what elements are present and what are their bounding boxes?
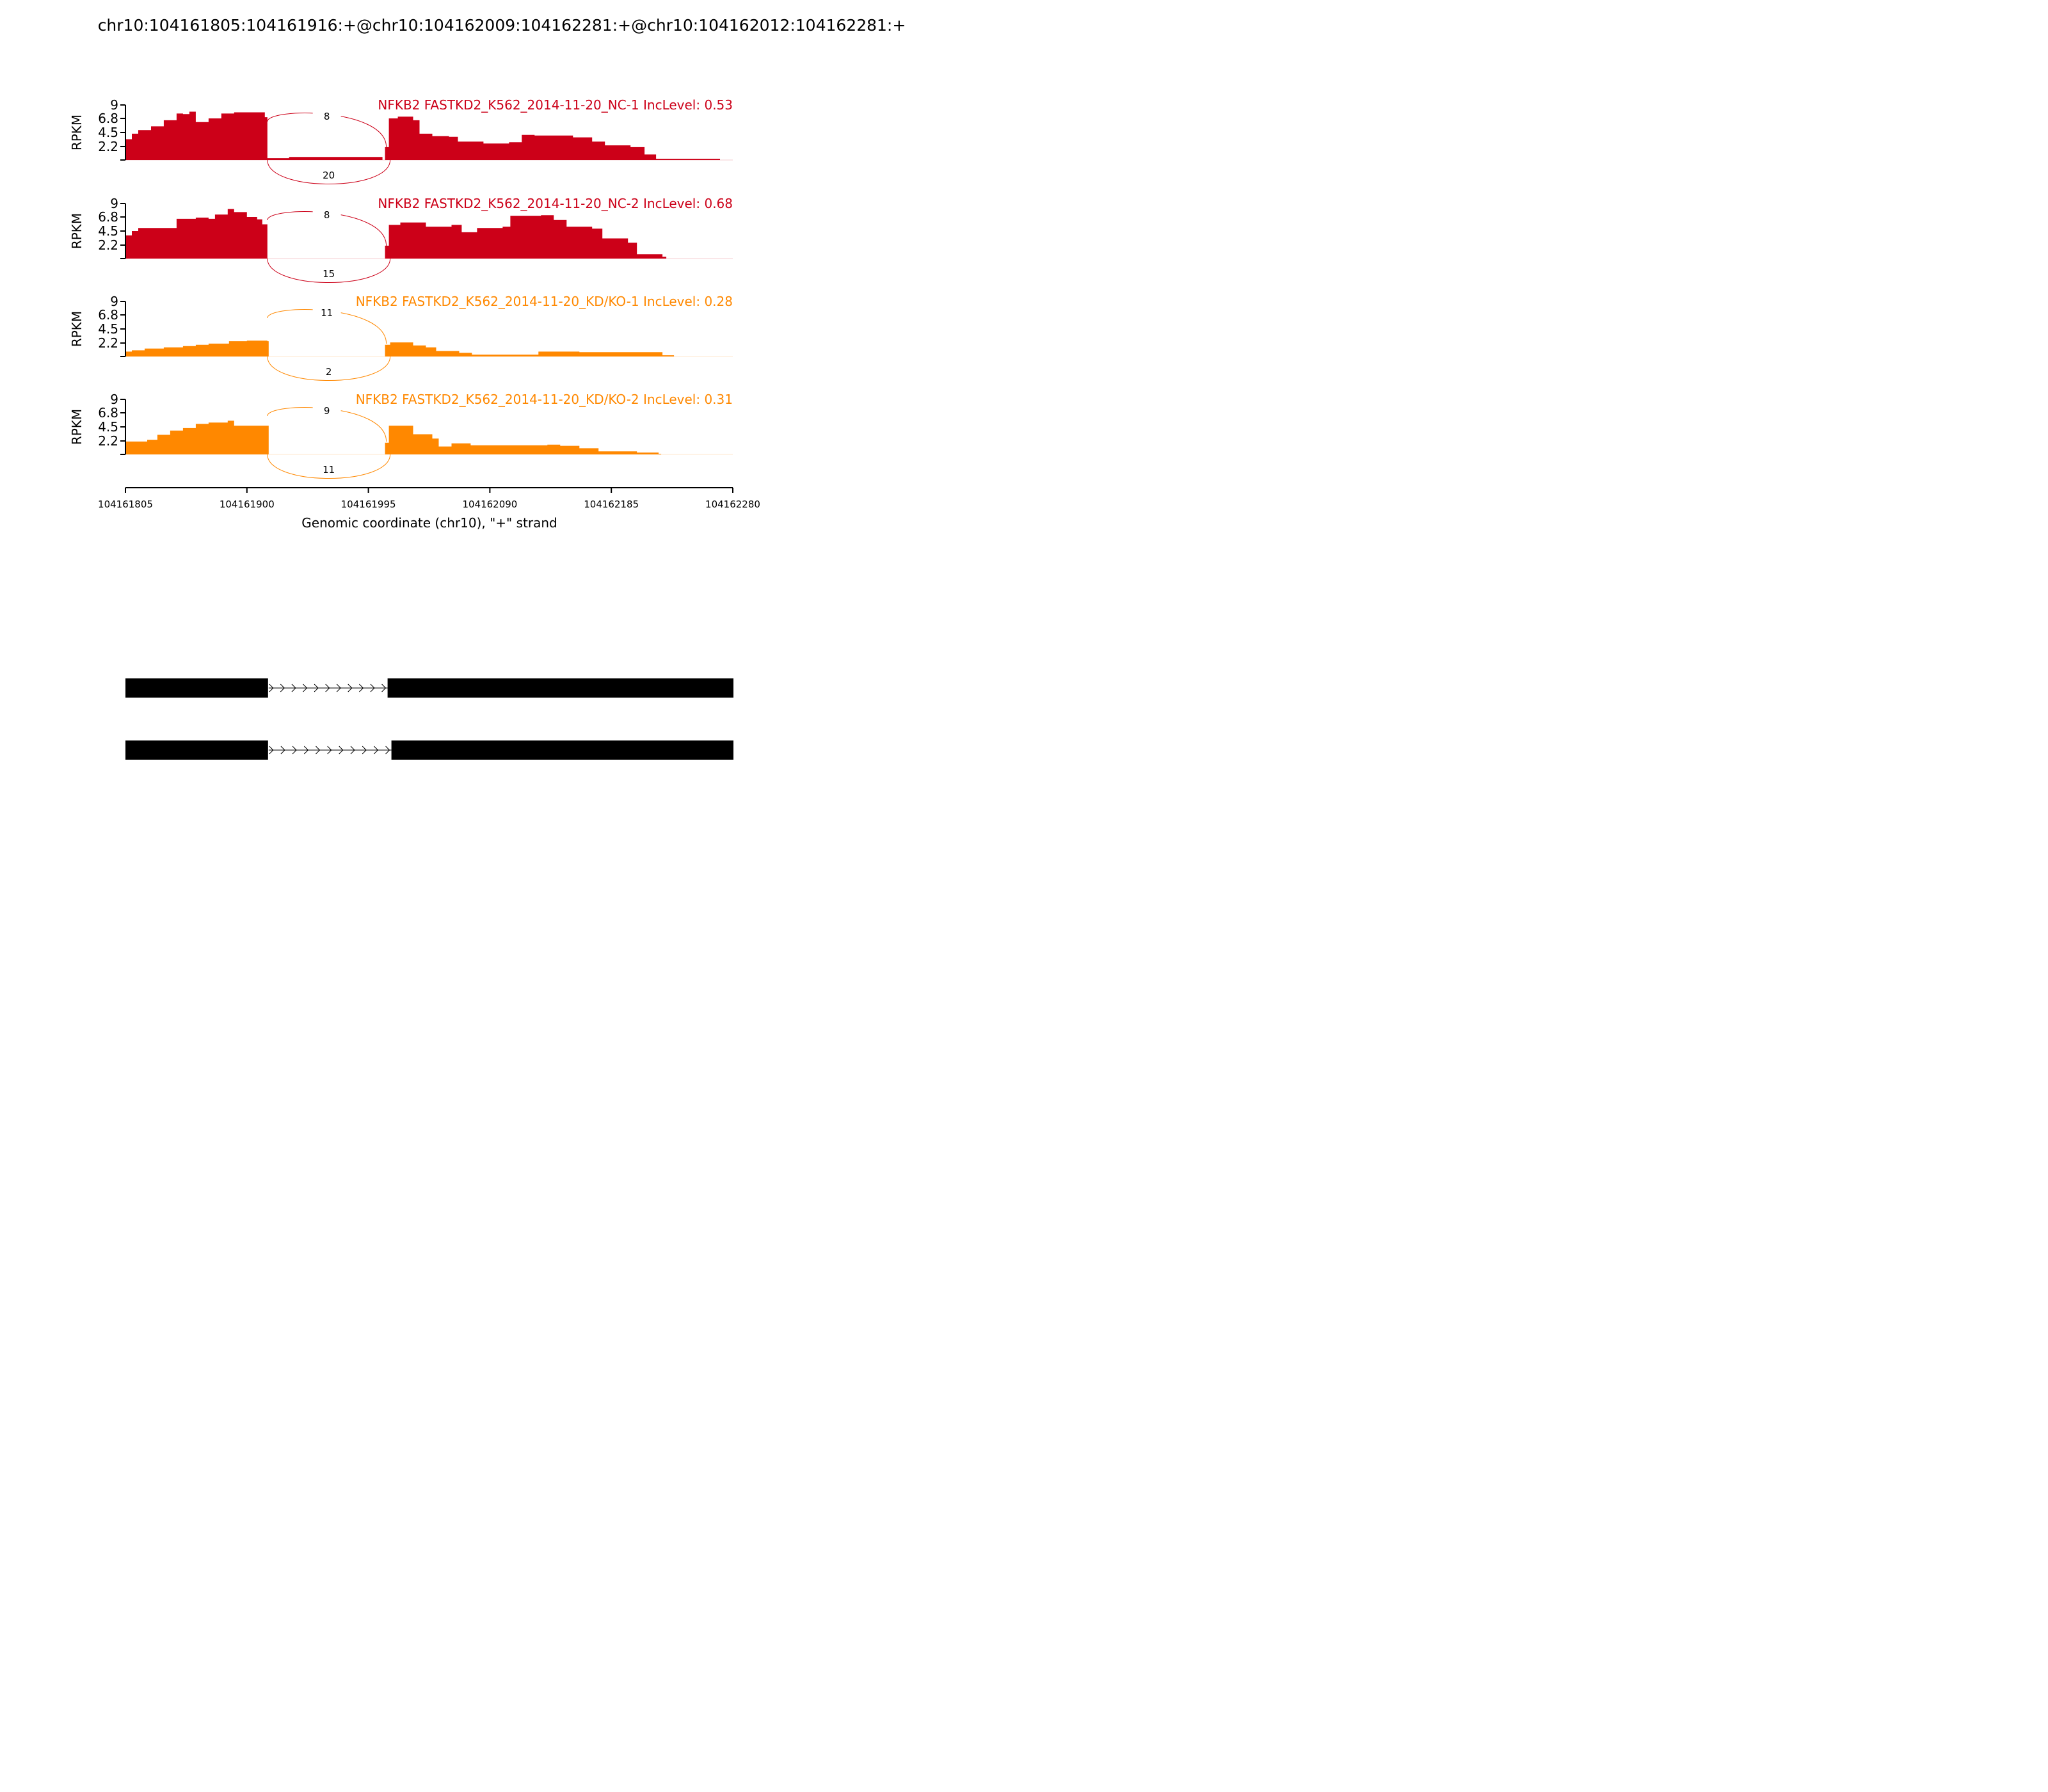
sample-label: NFKB2 FASTKD2_K562_2014-11-20_NC-2 IncLe… [378, 196, 733, 211]
intron-arrow [348, 684, 353, 692]
intron-arrow [327, 746, 332, 755]
junction-read-count: 11 [321, 307, 333, 319]
intron-arrow [303, 684, 308, 692]
intron-arrow [336, 684, 341, 692]
intron-arrow [359, 684, 364, 692]
intron-arrow [350, 746, 355, 755]
sashimi-plot: chr10:104161805:104161916:+@chr10:104162… [69, 16, 906, 760]
junction-label-bg [312, 110, 341, 122]
x-tick-label: 104161805 [98, 499, 153, 510]
exon-block [387, 678, 733, 698]
sample-label: NFKB2 FASTKD2_K562_2014-11-20_NC-1 IncLe… [378, 97, 733, 113]
intron-arrow [374, 746, 379, 755]
junction-label-bg [312, 209, 341, 220]
y-tick-label: 6.8 [98, 307, 118, 323]
coverage-area [125, 209, 667, 259]
intron-arrow [316, 746, 321, 755]
x-axis-label: Genomic coordinate (chr10), "+" strand [301, 515, 557, 531]
junction-label-bg [314, 463, 343, 475]
coverage-area [125, 340, 675, 356]
junction-read-count: 2 [326, 366, 332, 378]
junction-label-bg [314, 365, 343, 377]
junction-arc [267, 258, 391, 283]
sample-label: NFKB2 FASTKD2_K562_2014-11-20_KD/KO-2 In… [356, 392, 733, 407]
y-tick-label: 9 [110, 392, 118, 407]
y-tick-label: 2.2 [98, 433, 118, 449]
y-tick-label: 9 [110, 196, 118, 211]
junction-label-bg [314, 169, 343, 180]
junction-read-count: 8 [324, 209, 330, 221]
junction-read-count: 9 [324, 405, 330, 417]
y-tick-label: 9 [110, 294, 118, 309]
intron-arrow [381, 684, 387, 692]
y-tick-label: 6.8 [98, 405, 118, 420]
x-tick-label: 104161900 [220, 499, 275, 510]
intron-arrow [370, 684, 375, 692]
junction-label-bg [312, 307, 341, 318]
y-tick-label: 4.5 [98, 419, 118, 435]
y-tick-label: 4.5 [98, 125, 118, 140]
y-axis-label: RPKM [69, 311, 84, 347]
y-tick-label: 4.5 [98, 321, 118, 337]
x-axis: 104161805 104161900 104161995 104162090 1041… [98, 487, 760, 531]
x-tick-label: 104161995 [341, 499, 396, 510]
junction-arc [267, 356, 391, 381]
page-title: chr10:104161805:104161916:+@chr10:104162… [98, 16, 906, 35]
junction-read-count: 15 [323, 268, 335, 280]
exon-block [125, 740, 268, 760]
x-tick-label: 104162280 [705, 499, 760, 510]
y-tick-label: 6.8 [98, 111, 118, 126]
intron-arrow [292, 746, 297, 755]
isoform-track [125, 740, 733, 760]
intron-arrow [280, 684, 285, 692]
coverage-area [125, 111, 720, 160]
intron-arrow [269, 684, 274, 692]
y-axis-label: RPKM [69, 213, 84, 249]
intron-arrow [314, 684, 319, 692]
y-tick-label: 2.2 [98, 237, 118, 253]
y-axis-label: RPKM [69, 115, 84, 150]
sample-label: NFKB2 FASTKD2_K562_2014-11-20_KD/KO-1 In… [356, 294, 733, 309]
intron-arrow [325, 684, 330, 692]
isoform-structures [125, 678, 733, 760]
y-tick-label: 9 [110, 97, 118, 113]
y-tick-label: 6.8 [98, 209, 118, 225]
x-axis-ticks: 104161805 104161900 104161995 104162090 1041… [98, 488, 760, 510]
intron-arrow [269, 746, 274, 755]
y-axis-label: RPKM [69, 409, 84, 445]
y-tick-label: 2.2 [98, 335, 118, 351]
junction-label-bg [312, 404, 341, 416]
junction-arc [267, 454, 391, 479]
y-tick-label: 2.2 [98, 139, 118, 154]
intron-arrow [385, 746, 390, 755]
junction-arc [267, 159, 391, 184]
intron-arrow [303, 746, 309, 755]
isoform-track [125, 678, 733, 698]
junction-read-count: 8 [324, 111, 330, 122]
intron-arrow [339, 746, 344, 755]
intron-arrow [280, 746, 285, 755]
x-tick-label: 104162090 [462, 499, 517, 510]
junction-label-bg [314, 268, 343, 279]
coverage-track: 2.24.56.89 RPKM NFKB2 FASTKD2_K562_2014-11… [69, 294, 733, 381]
coverage-area [125, 420, 662, 454]
coverage-track: 2.24.56.89 RPKM NFKB2 FASTKD2_K562_2014-11… [69, 97, 733, 184]
intron-arrow [362, 746, 367, 755]
junction-read-count: 11 [323, 464, 335, 476]
exon-block [125, 678, 268, 698]
x-tick-label: 104162185 [584, 499, 639, 510]
intron-arrow [291, 684, 296, 692]
y-tick-label: 4.5 [98, 223, 118, 239]
exon-block [391, 740, 733, 760]
junction-read-count: 20 [323, 170, 335, 181]
coverage-track: 2.24.56.89 RPKM NFKB2 FASTKD2_K562_2014-11… [69, 196, 733, 283]
